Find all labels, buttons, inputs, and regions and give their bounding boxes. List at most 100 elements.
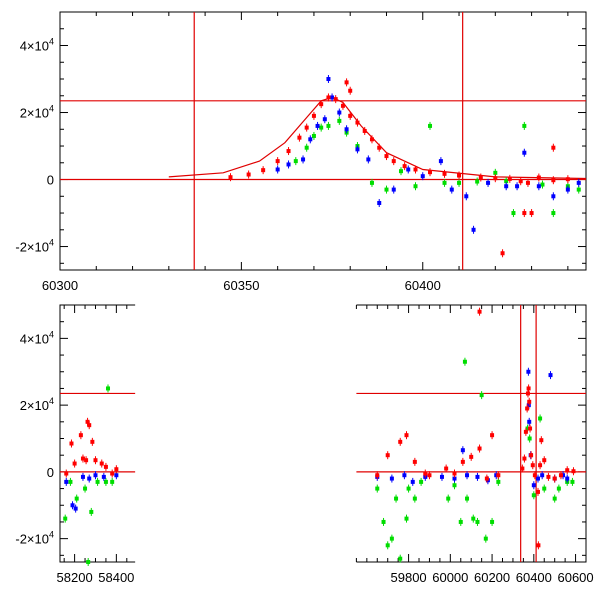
y-tick-exponent: 4 xyxy=(49,37,54,47)
data-point xyxy=(404,433,409,438)
data-point xyxy=(90,439,95,444)
plot-frame xyxy=(59,304,587,563)
data-point xyxy=(83,486,88,491)
data-point xyxy=(530,463,535,468)
data-point xyxy=(525,406,530,411)
data-point xyxy=(286,162,291,167)
data-point xyxy=(64,471,69,476)
data-point xyxy=(330,95,335,100)
x-tick-label: 60350 xyxy=(223,278,259,293)
data-point xyxy=(326,77,331,82)
data-point xyxy=(556,486,561,491)
y-tick-label: 2×104 xyxy=(20,396,54,413)
data-point xyxy=(68,479,73,484)
data-point xyxy=(337,110,342,115)
data-point xyxy=(465,473,470,478)
data-point xyxy=(565,177,570,182)
data-point xyxy=(546,474,551,479)
data-point xyxy=(389,476,394,481)
data-point xyxy=(576,180,581,185)
data-point xyxy=(304,125,309,130)
data-point xyxy=(529,453,534,458)
data-point xyxy=(504,179,509,184)
data-point xyxy=(493,176,498,181)
data-point xyxy=(507,176,512,181)
data-point xyxy=(551,145,556,150)
data-point xyxy=(385,543,390,548)
y-tick-exponent: 4 xyxy=(49,104,54,114)
x-tick-label: 60400 xyxy=(405,278,441,293)
data-point xyxy=(442,180,447,185)
data-point xyxy=(528,426,533,431)
y-tick-mantissa: 4×10 xyxy=(20,331,49,346)
data-point xyxy=(369,137,374,142)
data-point xyxy=(275,159,280,164)
data-point xyxy=(106,386,111,391)
data-point xyxy=(522,456,527,461)
y-tick-label: -2×104 xyxy=(15,530,54,547)
data-point xyxy=(475,519,480,524)
data-point xyxy=(539,438,544,443)
data-point xyxy=(394,496,399,501)
data-point xyxy=(286,149,291,154)
data-point xyxy=(406,486,411,491)
data-point xyxy=(311,113,316,118)
data-point xyxy=(518,179,523,184)
x-tick-label: 58400 xyxy=(98,570,134,585)
data-point xyxy=(86,560,91,564)
y-tick-label: 0 xyxy=(47,465,54,480)
data-point xyxy=(398,439,403,444)
data-point xyxy=(428,123,433,128)
data-point xyxy=(438,159,443,164)
data-point xyxy=(377,200,382,205)
data-point xyxy=(460,448,465,453)
data-point xyxy=(548,373,553,378)
data-point xyxy=(529,211,534,216)
data-point xyxy=(99,461,104,466)
data-point xyxy=(389,536,394,541)
data-point xyxy=(500,251,505,256)
data-point xyxy=(261,168,266,173)
data-point xyxy=(406,167,411,172)
y-tick-exponent: 4 xyxy=(49,329,54,339)
data-point xyxy=(348,88,353,93)
y-tick-exponent: 4 xyxy=(49,530,54,540)
data-point xyxy=(551,194,556,199)
data-point xyxy=(531,483,536,488)
y-tick-mantissa: -2×10 xyxy=(15,532,49,547)
data-point xyxy=(84,458,89,463)
data-point xyxy=(449,187,454,192)
data-point xyxy=(538,416,543,421)
data-point xyxy=(496,473,501,478)
x-tick-label: 58200 xyxy=(57,570,93,585)
data-point xyxy=(552,496,557,501)
data-point xyxy=(493,170,498,175)
data-point xyxy=(315,123,320,128)
data-point xyxy=(80,456,85,461)
y-tick-mantissa: -2×10 xyxy=(15,240,49,255)
data-point xyxy=(103,479,108,484)
data-point xyxy=(475,474,480,479)
data-point xyxy=(532,473,537,478)
data-point xyxy=(552,476,557,481)
data-point xyxy=(297,135,302,140)
data-point xyxy=(69,441,74,446)
data-point xyxy=(439,474,444,479)
data-point xyxy=(511,211,516,216)
data-point xyxy=(526,386,531,391)
data-point xyxy=(527,419,532,424)
data-point xyxy=(486,180,491,185)
data-point xyxy=(419,479,424,484)
data-point xyxy=(442,171,447,176)
data-point xyxy=(413,167,418,172)
data-point xyxy=(540,182,545,187)
data-point xyxy=(412,496,417,501)
data-point xyxy=(525,391,530,396)
data-point xyxy=(93,473,98,478)
data-point xyxy=(464,194,469,199)
data-point xyxy=(536,543,541,548)
data-point xyxy=(72,461,77,466)
data-point xyxy=(375,486,380,491)
data-point xyxy=(228,175,233,180)
